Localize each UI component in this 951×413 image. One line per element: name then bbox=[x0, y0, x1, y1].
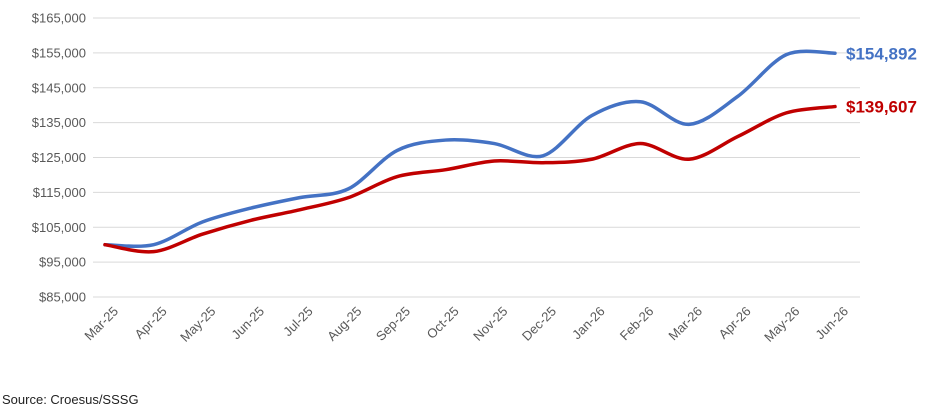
series-lines bbox=[103, 49, 837, 254]
x-tick-label: Oct-25 bbox=[424, 304, 462, 342]
y-tick-label: $145,000 bbox=[32, 80, 86, 95]
x-tick-label: Nov-25 bbox=[470, 304, 510, 344]
y-tick-label: $155,000 bbox=[32, 45, 86, 60]
y-tick-label: $105,000 bbox=[32, 220, 86, 235]
y-tick-label: $165,000 bbox=[32, 11, 86, 26]
y-axis-ticks: $165,000 $155,000 $145,000 $135,000 $125,000… bbox=[32, 11, 86, 305]
source-note: Source: Croesus/SSSG bbox=[2, 392, 139, 407]
gridlines bbox=[93, 17, 860, 298]
x-tick-label: Jul-25 bbox=[280, 304, 316, 340]
series-line bbox=[103, 104, 837, 254]
line-chart: $165,000 $155,000 $145,000 $135,000 $125,000… bbox=[32, 11, 917, 345]
x-tick-label: Apr-25 bbox=[132, 304, 170, 342]
end-value-label: $154,892 bbox=[846, 44, 917, 63]
x-tick-label: Sep-25 bbox=[373, 304, 413, 344]
x-tick-label: Jun-26 bbox=[812, 304, 851, 343]
x-tick-label: Dec-25 bbox=[519, 304, 559, 344]
y-tick-label: $95,000 bbox=[39, 255, 86, 270]
y-tick-label: $115,000 bbox=[33, 185, 86, 200]
x-axis-ticks: Mar-25 Apr-25 May-25 Jun-25 Jul-25 Aug-25 Sep-… bbox=[81, 304, 851, 345]
y-tick-label: $85,000 bbox=[39, 290, 86, 305]
x-tick-label: Mar-25 bbox=[81, 304, 121, 344]
y-tick-label: $135,000 bbox=[32, 115, 86, 130]
x-tick-label: Mar-26 bbox=[665, 304, 705, 344]
x-tick-label: May-25 bbox=[177, 304, 218, 345]
x-tick-label: Apr-26 bbox=[716, 304, 754, 342]
x-tick-label: Jan-26 bbox=[569, 304, 608, 343]
x-tick-label: Jun-25 bbox=[228, 304, 267, 343]
end-labels: $154,892 $139,607 bbox=[846, 44, 917, 116]
end-value-label: $139,607 bbox=[846, 98, 917, 117]
y-tick-label: $125,000 bbox=[32, 150, 86, 165]
x-tick-label: May-26 bbox=[761, 304, 802, 345]
x-tick-label: Feb-26 bbox=[617, 304, 657, 344]
x-tick-label: Aug-25 bbox=[324, 304, 364, 344]
series-line bbox=[103, 49, 837, 249]
